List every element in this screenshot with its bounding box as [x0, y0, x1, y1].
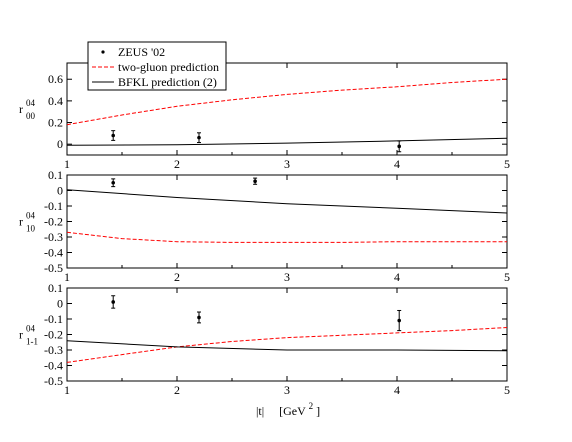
legend-entry-two-gluon: two-gluon prediction — [92, 60, 219, 74]
zeus-marker-r1-1-1 — [197, 315, 201, 320]
y-axis-label-r10-sub: 10 — [26, 224, 36, 234]
y-tick-label-r10-5: -0.4 — [44, 246, 63, 260]
legend: ZEUS '02 two-gluon prediction BFKL predi… — [87, 41, 227, 91]
x-tick-label-r10-1: 2 — [174, 270, 180, 284]
zeus-marker-r10-1 — [253, 179, 257, 183]
x-tick-label-r10-2: 3 — [284, 270, 290, 284]
x-axis-label-unit: [GeV — [279, 404, 306, 418]
y-tick-label-r10-4: -0.3 — [44, 230, 63, 244]
y-tick-label-r10-0: 0.1 — [48, 168, 63, 182]
panel-r00: 1 2 3 4 5 0 0.2 0.4 0.6 r 04 00 — [19, 62, 510, 171]
zeus-marker-r00-0 — [111, 133, 115, 138]
y-tick-label-r10-1: 0 — [57, 184, 63, 198]
zeus-point-r1-1-0 — [111, 295, 116, 309]
x-axis-label-power: 2 — [309, 401, 314, 411]
y-tick-label-r00-1: 0.2 — [48, 116, 63, 130]
zeus-point-r10-0 — [111, 178, 116, 188]
x-tick-label-r1-1-4: 5 — [504, 383, 510, 397]
y-tick-label-r00-2: 0.4 — [48, 94, 63, 108]
y-axis-label-r00: r 04 00 — [19, 98, 36, 121]
x-axis-label-close: ] — [316, 404, 320, 418]
x-tick-label-r1-1-1: 2 — [174, 383, 180, 397]
y-axis-label-r10-sym: r — [19, 215, 23, 229]
zeus-marker-r10-0 — [111, 180, 115, 185]
y-axis-label-r10-sup: 04 — [26, 211, 36, 221]
x-tick-label-r10-3: 4 — [394, 270, 400, 284]
zeus-point-r00-1 — [197, 132, 201, 144]
x-tick-label-r00-0: 1 — [64, 157, 70, 171]
x-tick-label-r00-4: 5 — [504, 157, 510, 171]
y-axis-label-r00-sub: 00 — [26, 111, 36, 121]
zeus-point-r00-0 — [111, 130, 116, 141]
legend-entry-bfkl: BFKL prediction (2) — [92, 75, 217, 89]
bfkl-curve-r00 — [66, 137, 508, 146]
y-tick-label-r00-3: 0.6 — [48, 72, 63, 86]
y-tick-label-r10-6: -0.5 — [44, 261, 63, 275]
y-tick-label-r1-1-6: -0.5 — [44, 374, 63, 388]
y-axis-label-r1-1-sup: 04 — [26, 324, 36, 334]
y-tick-label-r00-0: 0 — [57, 137, 63, 151]
panel-r1-1-frame — [66, 287, 508, 382]
y-tick-label-r1-1-3: -0.2 — [44, 328, 63, 342]
x-tick-label-r00-3: 4 — [394, 157, 400, 171]
y-axis-label-r10: r 04 10 — [19, 211, 36, 234]
x-axis-label-abs-t: |t| — [256, 404, 264, 418]
legend-label-bfkl: BFKL prediction (2) — [118, 75, 217, 89]
y-tick-label-r1-1-4: -0.3 — [44, 343, 63, 357]
zeus-marker-r1-1-0 — [111, 300, 115, 304]
y-axis-label-r1-1-sym: r — [19, 328, 23, 342]
x-tick-label-r10-4: 5 — [504, 270, 510, 284]
y-tick-label-r1-1-5: -0.4 — [44, 359, 63, 373]
x-tick-label-r1-1-3: 4 — [394, 383, 400, 397]
zeus-marker-r00-2 — [397, 144, 402, 149]
x-tick-label-r1-1-2: 3 — [284, 383, 290, 397]
zeus-point-r10-1 — [253, 177, 258, 185]
y-tick-label-r10-3: -0.2 — [44, 215, 63, 229]
zeus-point-r1-1-1 — [197, 311, 201, 324]
x-tick-label-r00-2: 3 — [284, 157, 290, 171]
x-tick-label-r1-1-0: 1 — [64, 383, 70, 397]
legend-label-two-gluon: two-gluon prediction — [118, 60, 219, 74]
y-tick-label-r1-1-1: 0 — [57, 297, 63, 311]
two-gluon-curve-r1-1 — [66, 327, 508, 363]
y-tick-label-r10-2: -0.1 — [44, 199, 63, 213]
zeus-marker-r1-1-2 — [397, 318, 402, 323]
legend-marker-zeus — [101, 50, 105, 54]
zeus-marker-r00-1 — [197, 135, 201, 140]
y-axis-label-r1-1-sub: 1-1 — [26, 337, 38, 347]
two-gluon-curve-r00 — [66, 78, 508, 126]
legend-entry-zeus: ZEUS '02 — [101, 45, 165, 59]
y-axis-label-r00-sup: 04 — [26, 98, 36, 108]
panel-r10: 1 2 3 4 5 0.1 0-0.1 -0.2-0.3 -0.4-0.5 r 04 10 — [19, 168, 510, 284]
bfkl-curve-r1-1 — [66, 340, 508, 352]
panel-r1-1: 1 2 3 4 5 0.1 0-0.1 -0.2-0.3 -0.4-0.5 r 04 1-1 — [19, 281, 510, 397]
legend-label-zeus: ZEUS '02 — [118, 45, 165, 59]
zeus-point-r1-1-2 — [397, 309, 402, 332]
zeus-point-r00-2 — [397, 140, 402, 153]
bfkl-curve-r10 — [66, 189, 508, 214]
panel-r10-frame — [66, 174, 508, 269]
x-tick-label-r00-1: 2 — [174, 157, 180, 171]
y-tick-label-r1-1-2: -0.1 — [44, 312, 63, 326]
y-axis-label-r00-sym: r — [19, 102, 23, 116]
x-tick-label-r10-0: 1 — [64, 270, 70, 284]
y-tick-label-r1-1-0: 0.1 — [48, 281, 63, 295]
x-axis-label: |t| [GeV 2 ] — [256, 398, 320, 418]
two-gluon-curve-r10 — [66, 231, 507, 243]
y-axis-label-r1-1: r 04 1-1 — [19, 324, 38, 347]
